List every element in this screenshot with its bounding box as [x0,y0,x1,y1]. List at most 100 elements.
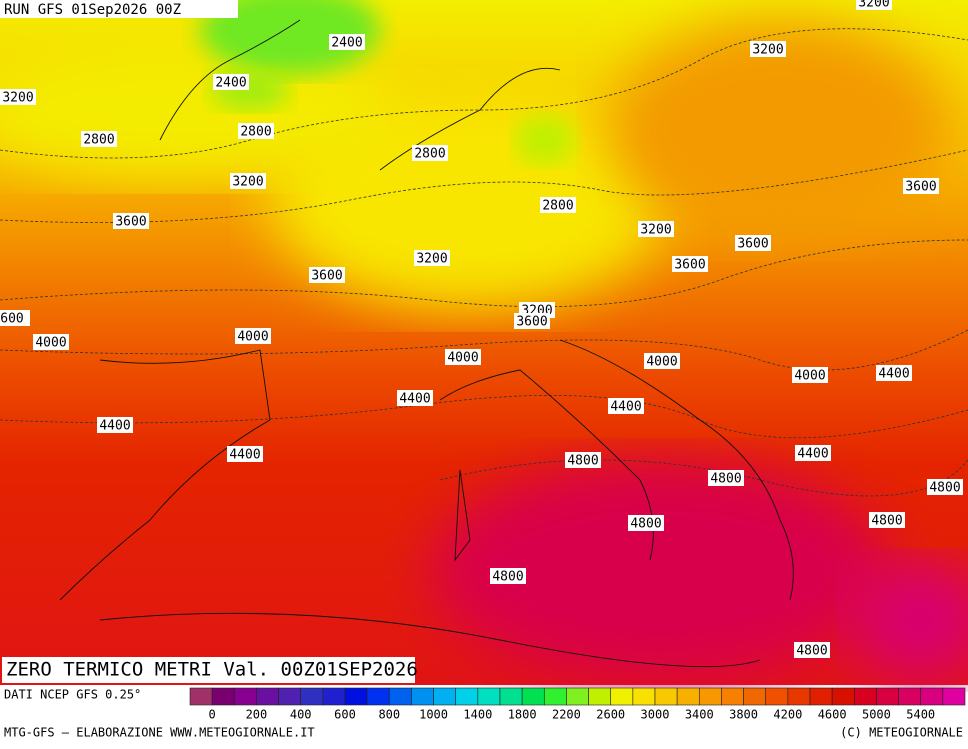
color-swatch [388,687,412,706]
colorbar-label: 0 [209,708,216,722]
contour-label: 4800 [492,570,523,585]
label-box [235,328,271,344]
color-swatch [853,687,877,706]
color-swatch [499,687,523,706]
color-swatch [521,687,545,706]
label-box [97,417,133,433]
colorbar-label: 5400 [906,708,935,722]
colorbar-label: 1000 [419,708,448,722]
colorbar-label: 4200 [773,708,802,722]
colorbar: 0 200 400 600 800 1000 1400 1800 2200 2600 3000 340… [189,687,966,722]
colorbar-label: 1400 [463,708,492,722]
label-box [644,353,680,369]
colorbar-label: 200 [246,708,268,722]
label-box [227,446,263,462]
label-box [927,479,963,495]
label-box [309,267,345,283]
colorbar-label: 1800 [508,708,537,722]
contour-label: 4400 [797,447,828,462]
colorbar-label: 5000 [862,708,891,722]
contour-label: 2800 [83,133,114,148]
contour-label: 3200 [416,252,447,267]
color-swatch [455,687,479,706]
title-box [2,657,415,683]
map: 3200 2400 3200 2400 3200 2800 2800 2800 3200 3600… [0,0,968,685]
color-swatch [610,687,634,706]
contour-label: 4800 [710,472,741,487]
color-swatch [898,687,922,706]
contour-label: 4800 [871,514,902,529]
contour-label: 3600 [311,269,342,284]
run-label: RUN GFS 01Sep2026 00Z [4,2,181,18]
label-box [414,250,450,266]
label-box [445,349,481,365]
contour-label: 4400 [99,419,130,434]
label-box [412,145,448,161]
color-swatch [566,687,589,706]
color-swatch [366,687,390,706]
label-box [33,334,69,350]
color-swatch [676,687,700,706]
color-swatch [654,687,678,706]
contour-label: 4400 [399,392,430,407]
color-swatch [632,687,656,706]
color-swatch [477,687,501,706]
colorbar-label: 600 [334,708,356,722]
color-swatch [942,687,966,706]
color-swatch [876,687,899,706]
label-box [81,131,117,147]
contour-label: 2800 [240,125,271,140]
label-box [213,74,249,90]
color-swatch [831,687,855,706]
contour-label: 3200 [858,0,889,11]
color-swatch [698,687,722,706]
contour-label: 2800 [414,147,445,162]
colorbar-label: 400 [290,708,312,722]
contour-label: 3200 [2,91,33,106]
contour-label: 4400 [878,367,909,382]
label-box [750,41,786,57]
label-box [608,398,644,414]
color-swatch [189,687,213,706]
label-box [0,89,36,105]
color-swatch [411,687,434,706]
contour-label: 4800 [929,481,960,496]
contour-label: 3200 [232,175,263,190]
color-swatch [743,687,767,706]
contour-label: 4000 [447,351,478,366]
contour-label: 4000 [35,336,66,351]
color-swatch [809,687,833,706]
label-box [329,34,365,50]
contour-label: 3600 [905,180,936,195]
color-swatch [765,687,789,706]
color-swatch [787,687,811,706]
label-box [708,470,744,486]
label-box [230,173,266,189]
label-box [794,642,830,658]
contour-label: 2400 [215,76,246,91]
label-box [735,235,771,251]
source: DATI NCEP GFS 0.25° [4,688,141,702]
footer-left: MTG-GFS – ELABORAZIONE WWW.METEOGIORNALE… [4,726,315,740]
label-box [638,221,674,237]
label-box [514,313,550,329]
contour-label: 2400 [331,36,362,51]
color-swatch [543,687,567,706]
contour-label: 4000 [794,369,825,384]
color-swatch [233,687,257,706]
color-swatch [256,687,279,706]
label-box [903,178,939,194]
color-swatch [322,687,346,706]
contour-label: 3200 [640,223,671,238]
label-box [672,256,708,272]
color-swatch [278,687,302,706]
contour-label: 4400 [610,400,641,415]
label-box [565,452,601,468]
contour-label: 3600 [516,315,547,330]
contour-label: 4000 [646,355,677,370]
color-swatch [721,687,744,706]
colorbar-label: 3800 [729,708,758,722]
label-box [628,515,664,531]
